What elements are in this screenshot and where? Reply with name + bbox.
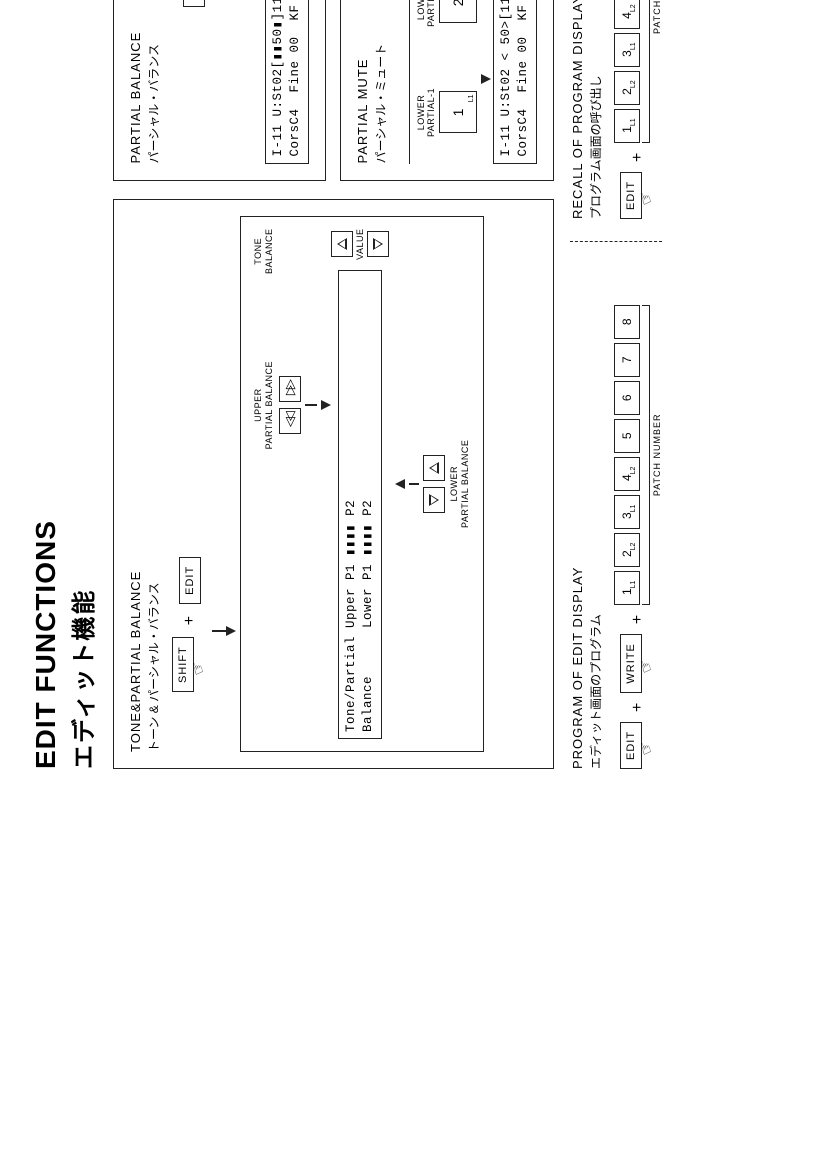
mute-num: 1	[450, 109, 466, 117]
patch-number-label: PATCH NUMBER	[652, 305, 662, 605]
panel1-title-en: TONE&PARTIAL BALANCE	[128, 216, 143, 752]
triangle-down-icon	[373, 238, 383, 250]
triangle-down-icon	[429, 494, 439, 506]
patch-key[interactable]: 4L2	[614, 0, 640, 29]
sec-left-title-en: PROGRAM OF EDIT DISPLAY	[570, 264, 585, 769]
mute-box-1[interactable]: 1L1	[439, 91, 477, 133]
double-left-icon: ◁◁	[282, 415, 298, 427]
panel3-title-jp: パーシャル・ミュート	[372, 44, 389, 164]
page-title-en: EDIT FUNCTIONS	[30, 0, 62, 769]
patch-key[interactable]: 2L2	[614, 533, 640, 567]
sec-right-title-jp: プログラム画面の呼び出し	[587, 0, 604, 219]
upper-rev-button[interactable]: ◁◁	[279, 408, 301, 434]
finger-icon	[642, 187, 656, 203]
patch-key[interactable]: 2L2	[614, 71, 640, 105]
plus-icon: +	[629, 697, 647, 718]
sec-left-title-jp: エディット画面のプログラム	[587, 264, 604, 769]
panel2-title-en: PARTIAL BALANCE	[128, 0, 143, 164]
triangle-up-icon	[337, 238, 347, 250]
patch-key[interactable]: 3L1	[614, 495, 640, 529]
arrow-down-icon	[321, 400, 331, 410]
page-title-jp: エディット機能	[64, 0, 99, 769]
tone-balance-label: TONE BALANCE	[253, 229, 275, 275]
finger-icon	[642, 737, 656, 753]
patch-key[interactable]: 1L1	[614, 571, 640, 605]
panel3-title-en: PARTIAL MUTE	[355, 44, 370, 164]
patch-key[interactable]: 8	[614, 305, 640, 339]
arrow-up-icon	[395, 479, 405, 489]
plus-icon: +	[629, 147, 647, 168]
patch-key[interactable]: 5	[614, 419, 640, 453]
value-up-button[interactable]	[331, 231, 353, 257]
patch-key[interactable]: 6	[614, 381, 640, 415]
patch-key[interactable]: 7	[614, 343, 640, 377]
section-recall-program: RECALL OF PROGRAM DISPLAY プログラム画面の呼び出し E…	[570, 0, 662, 219]
finger-icon	[194, 657, 208, 673]
patch-key[interactable]: 4L2	[614, 457, 640, 491]
edit-button[interactable]: EDIT	[179, 557, 201, 604]
partial-label: LOWER PARTIAL-2	[416, 0, 438, 27]
panel-partial-balance: PARTIAL BALANCE パーシャル・バランス SHIFT + VALUE	[113, 0, 326, 181]
lcd-display: Tone/Partial Upper P1 ▮▮▮▮ P2 Balance Lo…	[338, 270, 382, 739]
lower-down-button[interactable]	[423, 487, 445, 513]
patch-number-label: PATCH NUMBER	[652, 0, 662, 143]
finger-icon	[642, 655, 656, 671]
lcd-display: I-11 U:St02 < 50>[1111] Part-1 WG Pitch …	[493, 0, 537, 164]
sec-right-title-en: RECALL OF PROGRAM DISPLAY	[570, 0, 585, 219]
mute-num: 2	[450, 0, 466, 6]
arrow-down-icon	[226, 626, 236, 636]
upper-partial-label: UPPER PARTIAL BALANCE	[253, 361, 275, 449]
partial-label: LOWER PARTIAL-1	[416, 88, 438, 137]
panel2-title-jp: パーシャル・バランス	[145, 0, 162, 164]
panel1-title-jp: トーン & パーシャル・バランス	[145, 216, 162, 752]
value-down-button[interactable]	[367, 231, 389, 257]
mute-box-2[interactable]: 2L2	[439, 0, 477, 23]
arrow-down-icon	[481, 74, 491, 84]
triangle-up-icon	[429, 462, 439, 474]
patch-key[interactable]: 1L1	[614, 109, 640, 143]
plus-icon: +	[181, 610, 199, 631]
corner-label: L1	[468, 94, 475, 102]
lower-up-button[interactable]	[423, 455, 445, 481]
upper-fwd-button[interactable]: ▷▷	[279, 376, 301, 402]
panel-tone-partial-balance: TONE&PARTIAL BALANCE トーン & パーシャル・バランス SH…	[113, 199, 554, 769]
value-label: VALUE	[355, 229, 366, 260]
plus-icon: +	[629, 609, 647, 630]
patch-key[interactable]: 3L1	[614, 33, 640, 67]
shift-button[interactable]: SHIFT	[183, 0, 205, 7]
section-program-edit: PROGRAM OF EDIT DISPLAY エディット画面のプログラム ED…	[570, 264, 662, 769]
lcd-display: I-11 U:St02[▮▮50▮]1111 Part-1 WG Pitch C…	[265, 0, 309, 164]
lower-partial-label: LOWER PARTIAL BALANCE	[449, 440, 471, 528]
double-right-icon: ▷▷	[282, 383, 298, 395]
panel-partial-mute: PARTIAL MUTE パーシャル・ミュート 0 : MUTE ON 1 : …	[340, 0, 554, 181]
